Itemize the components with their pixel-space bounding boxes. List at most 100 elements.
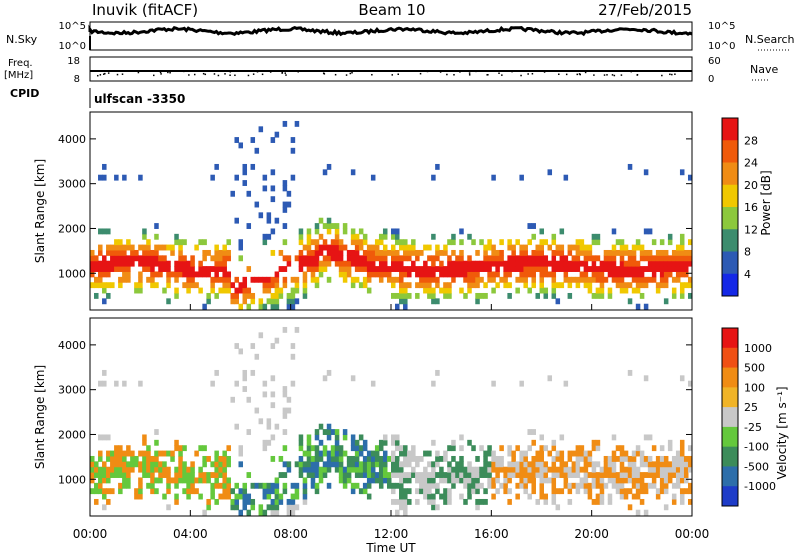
velocity-cell — [575, 466, 581, 473]
power-cell — [451, 260, 456, 267]
velocity-cell — [114, 455, 119, 462]
power-cell — [374, 239, 380, 246]
velocity-cell — [158, 450, 163, 457]
power-cell — [118, 260, 123, 267]
power-cell — [607, 260, 613, 267]
power-cell — [431, 260, 436, 267]
power-cell — [423, 276, 428, 283]
velocity-cell — [583, 466, 589, 473]
velocity-cell — [222, 482, 227, 489]
power-cell — [507, 292, 512, 299]
power-cell — [583, 255, 589, 262]
velocity-cell — [423, 466, 428, 473]
power-cell — [635, 282, 641, 289]
velocity-cell — [415, 472, 420, 478]
velocity-cell — [627, 455, 633, 462]
velocity-cell — [186, 472, 191, 478]
power-cell — [551, 276, 557, 283]
power-cell — [94, 282, 99, 289]
power-cell — [535, 266, 540, 272]
power-cell — [382, 266, 388, 272]
velocity-cell — [166, 504, 171, 511]
velocity-cell — [399, 472, 404, 478]
velocity-cell — [118, 466, 123, 473]
velocity-cell — [270, 402, 276, 409]
power-cell — [563, 276, 569, 283]
velocity-cell — [519, 455, 524, 462]
velocity-cell — [326, 482, 332, 489]
velocity-cell — [322, 429, 328, 435]
velocity-cell — [639, 455, 645, 462]
velocity-cell — [451, 455, 456, 462]
power-cell — [583, 266, 589, 272]
power-cell — [551, 292, 557, 299]
velocity-cell — [314, 450, 320, 457]
power-cell — [186, 266, 191, 272]
velocity-cell — [687, 466, 693, 473]
velocity-cell — [234, 504, 239, 511]
power-cell — [386, 266, 392, 272]
velocity-cell — [166, 450, 171, 457]
velocity-cell — [138, 380, 143, 387]
velocity-cell — [358, 434, 364, 441]
velocity-cell — [346, 472, 352, 478]
velocity-cell — [655, 461, 661, 468]
velocity-cell — [567, 482, 573, 489]
nave-dot — [501, 74, 503, 76]
power-cell — [274, 292, 280, 299]
velocity-cell — [519, 482, 524, 489]
velocity-cell — [423, 493, 428, 500]
nave-dot — [269, 71, 272, 73]
velocity-cell — [419, 455, 424, 462]
velocity-cell — [483, 455, 488, 462]
power-cell — [346, 266, 352, 272]
power-cell — [403, 255, 408, 262]
velocity-cell — [595, 472, 601, 478]
nave-dot — [188, 74, 190, 76]
velocity-cell — [479, 445, 484, 452]
power-cell — [631, 255, 637, 262]
velocity-cell — [671, 455, 677, 462]
power-cell — [218, 266, 223, 272]
velocity-cell — [399, 504, 404, 511]
power-cell — [591, 266, 597, 272]
velocity-cell — [495, 466, 500, 473]
velocity-cell — [519, 380, 524, 387]
velocity-cell — [286, 466, 292, 473]
velocity-cell — [274, 482, 280, 489]
velocity-cell — [246, 498, 252, 505]
velocity-cell — [178, 466, 183, 473]
power-cell — [519, 244, 524, 251]
power-cell — [314, 223, 320, 229]
velocity-cell — [218, 455, 223, 462]
nave-dot — [261, 73, 264, 76]
velocity-cell — [667, 466, 673, 473]
power-cell — [350, 239, 356, 246]
power-cell — [619, 271, 625, 278]
velocity-cell — [407, 498, 412, 505]
power-cell — [491, 244, 496, 251]
velocity-cell — [286, 461, 292, 468]
power-cell — [126, 276, 131, 283]
velocity-cell — [94, 472, 99, 478]
velocity-cell — [234, 380, 239, 387]
power-cell — [647, 228, 653, 235]
power-cell — [679, 244, 685, 251]
power-cell — [166, 276, 171, 283]
nave-dot — [391, 74, 394, 76]
x-tick-label: 16:00 — [474, 527, 509, 541]
velocity-cell — [194, 477, 199, 484]
velocity-cell — [531, 461, 536, 468]
power-cell — [551, 287, 557, 294]
nave-dot — [159, 71, 162, 74]
power-cell — [354, 249, 360, 256]
velocity-cell — [174, 439, 179, 446]
power-cell — [491, 271, 496, 278]
power-cell — [495, 255, 500, 262]
power-cell — [342, 260, 348, 267]
power-x-ticks — [89, 304, 693, 310]
power-cell — [214, 276, 219, 283]
power-cell — [391, 233, 396, 240]
power-cell — [298, 228, 304, 235]
power-cell — [302, 287, 308, 294]
